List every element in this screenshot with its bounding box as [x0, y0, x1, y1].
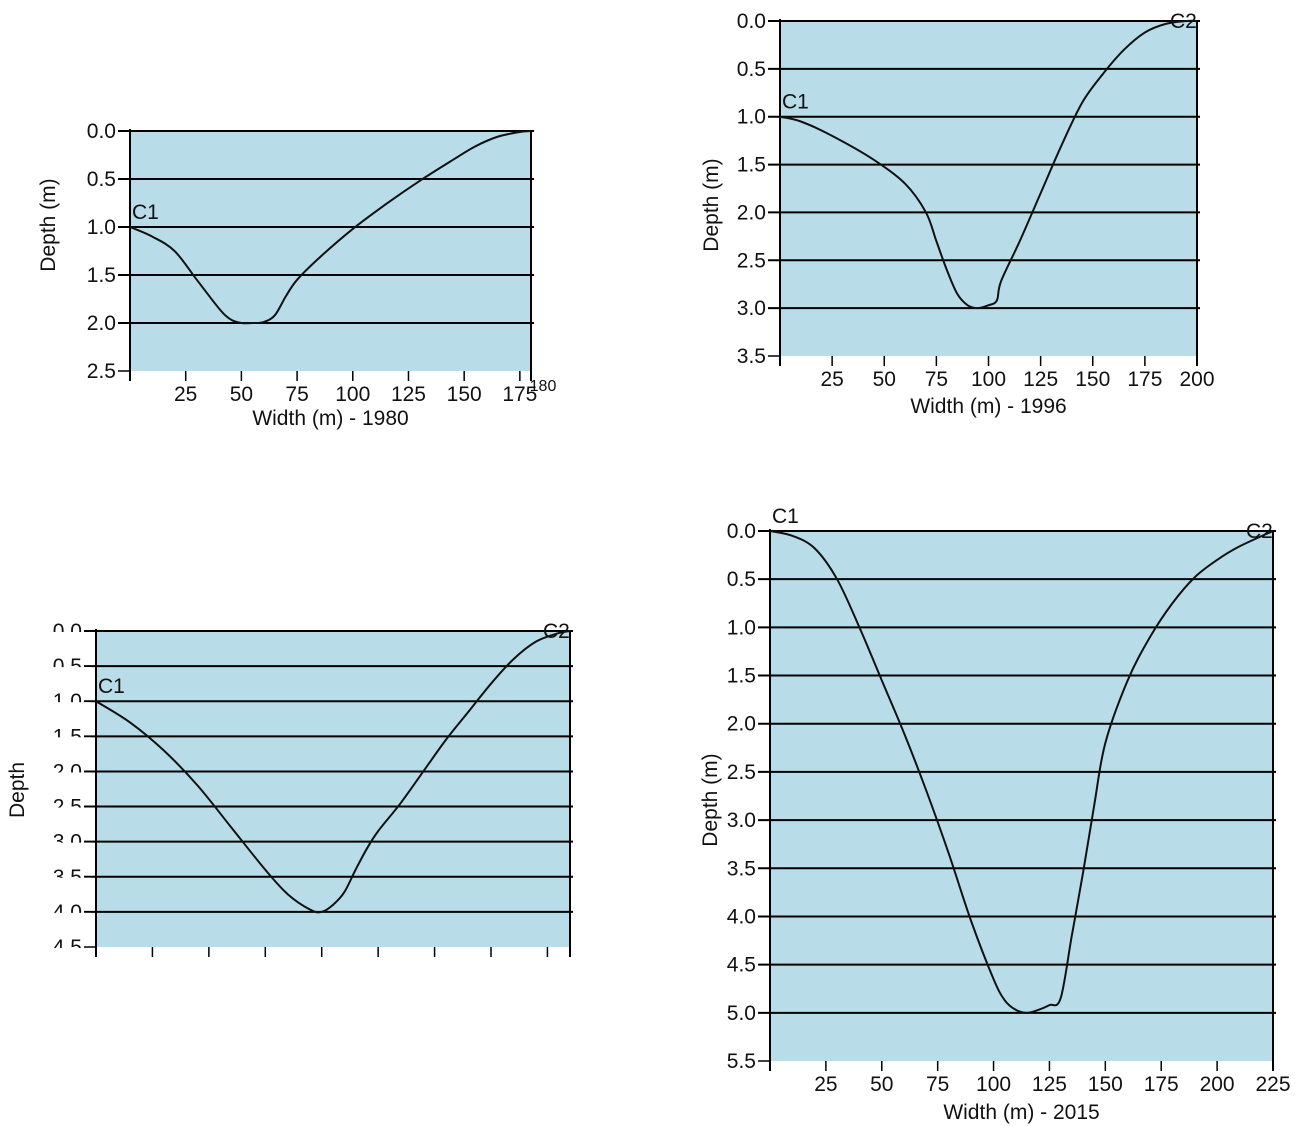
crop-mask: [46, 807, 91, 817]
crop-mask: [46, 842, 91, 852]
x-tick-label: 225: [1255, 1073, 1290, 1096]
x-tick-label: 150: [1088, 1073, 1123, 1096]
y-tick-label: 0.5: [737, 58, 766, 81]
crop-mask: [0, 967, 640, 997]
y-tick-label: 0.0: [87, 120, 116, 143]
x-tick-label: 200: [1179, 368, 1214, 391]
x-tick-label: 25: [820, 368, 843, 391]
y-axis-title: Depth: [6, 762, 29, 818]
x-tick-label: 75: [926, 1073, 949, 1096]
y-tick-label: 5.0: [727, 1002, 756, 1025]
y-tick-label: 3.0: [727, 809, 756, 832]
y-tick-label: 2.5: [727, 761, 756, 784]
y-axis-title: Depth (m): [699, 753, 722, 846]
point-label-c2: C2: [1246, 520, 1273, 543]
y-tick-label: 1.0: [87, 216, 116, 239]
x-tick-label: 75: [925, 368, 948, 391]
point-label-c1: C1: [772, 505, 799, 528]
point-label-c1: C1: [132, 201, 159, 224]
y-tick-label: 1.0: [727, 616, 756, 639]
cross-section-profile: [779, 19, 1198, 310]
plot-area: [770, 531, 1273, 1061]
y-tick-label: 4.5: [727, 954, 756, 977]
chart-2000: 0.00.51.01.52.02.53.03.54.04.52550751001…: [0, 620, 640, 997]
point-label-c2: C2: [1170, 10, 1197, 33]
point-label-c2: C2: [543, 620, 570, 643]
y-tick-label: 2.0: [727, 713, 756, 736]
crop-mask: [46, 702, 91, 712]
x-tick-label: 150: [1075, 368, 1110, 391]
x-tick-label: 25: [814, 1073, 837, 1096]
x-tick-label: 25: [174, 383, 197, 406]
crop-mask: [46, 632, 91, 641]
x-tick-label: 125: [1023, 368, 1058, 391]
plot-area: [780, 21, 1197, 356]
chart-1996: 0.0 0.5 1.0 1.5 2.0 2.5 3.0 3.5 25 50 75 100 125 150 1…: [700, 10, 1215, 418]
y-tick-label: 2.5: [87, 360, 116, 383]
x-axis-title: Width (m) - 1980: [252, 407, 408, 430]
y-tick-label: 3.0: [737, 297, 766, 320]
crop-mask: [46, 737, 91, 747]
plot-area: [130, 131, 531, 371]
y-tick-label: 1.0: [737, 106, 766, 129]
x-tick-label: 50: [230, 383, 253, 406]
y-tick-label: 1.5: [727, 665, 756, 688]
y-tick-label: 1.5: [737, 154, 766, 177]
x-tick-label: 175: [502, 383, 537, 406]
x-tick-label: 150: [447, 383, 482, 406]
plot-area: [96, 631, 570, 947]
crop-mask: [46, 912, 91, 922]
x-tick-label: 50: [873, 368, 896, 391]
x-tick-label: 125: [1032, 1073, 1067, 1096]
point-label-c1: C1: [98, 675, 125, 698]
y-tick-label: 2.5: [737, 249, 766, 272]
crop-mask: [46, 667, 91, 677]
crop-mask: [46, 772, 91, 782]
x-axis-title: Width (m) - 1996: [910, 395, 1066, 418]
x-tick-label: 100: [335, 383, 370, 406]
y-tick-label: 5.5: [727, 1050, 756, 1073]
x-tick-label: 100: [971, 368, 1006, 391]
cross-section-profile: [769, 530, 1274, 1014]
x-tick-label: 125: [391, 383, 426, 406]
crop-mask: [46, 877, 91, 887]
y-tick-label: 0.0: [737, 10, 766, 33]
x-tick-label: 180: [530, 378, 557, 395]
y-tick-label: 0.0: [727, 520, 756, 543]
x-tick-label: 50: [870, 1073, 893, 1096]
x-tick-label: 175: [1144, 1073, 1179, 1096]
cross-section-profile: [129, 130, 532, 325]
x-tick-label: 200: [1200, 1073, 1235, 1096]
x-tick-label: 100: [976, 1073, 1011, 1096]
x-tick-label: 175: [1127, 368, 1162, 391]
x-axis-title: Width (m) - 2015: [943, 1101, 1099, 1124]
cross-section-profile: [95, 630, 571, 914]
y-tick-label: 2.0: [87, 312, 116, 335]
x-tick-label: 75: [285, 383, 308, 406]
chart-2015: 0.0 0.5 1.0 1.5 2.0 2.5 3.0 3.5 4.0 4.5 5.0 5.5 25 50…: [699, 505, 1291, 1124]
y-tick-label: 1.5: [87, 264, 116, 287]
y-tick-label: 0.5: [727, 568, 756, 591]
y-axis-title: Depth (m): [37, 178, 60, 271]
y-tick-label: 3.5: [727, 857, 756, 880]
y-axis-title: Depth (m): [700, 158, 723, 251]
crop-mask: [46, 948, 91, 957]
y-tick-label: 3.5: [737, 345, 766, 368]
y-tick-label: 4.0: [727, 905, 756, 928]
y-tick-label: 0.5: [87, 168, 116, 191]
point-label-c1: C1: [782, 91, 809, 114]
y-tick-label: 2.0: [737, 201, 766, 224]
crop-mask: [106, 961, 610, 969]
